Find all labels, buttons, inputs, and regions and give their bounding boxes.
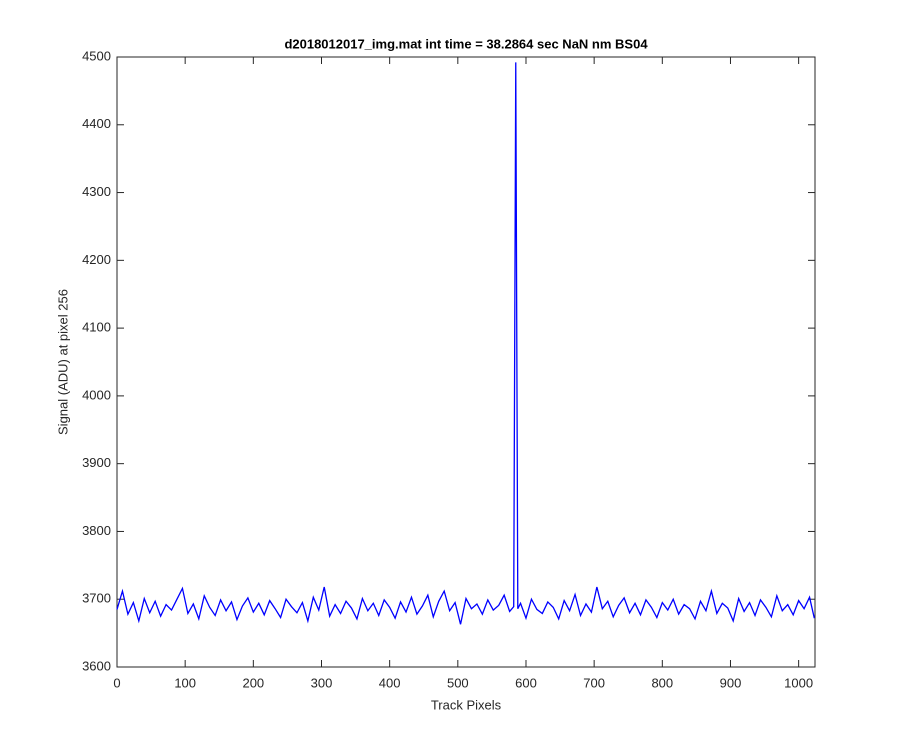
x-tick-label: 500	[447, 675, 469, 690]
y-axis-label: Signal (ADU) at pixel 256	[55, 289, 70, 435]
x-tick-label: 200	[242, 675, 264, 690]
x-tick-label: 400	[379, 675, 401, 690]
x-tick-label: 600	[515, 675, 537, 690]
x-tick-label: 100	[174, 675, 196, 690]
y-tick-label: 4500	[82, 48, 111, 63]
x-tick-label: 700	[583, 675, 605, 690]
y-tick-label: 3700	[82, 591, 111, 606]
x-axis-label: Track Pixels	[431, 697, 502, 712]
y-tick-label: 4300	[82, 184, 111, 199]
chart-title: d2018012017_img.mat int time = 38.2864 s…	[284, 36, 648, 51]
x-tick-label: 300	[311, 675, 333, 690]
plot-area	[116, 56, 816, 668]
y-tick-label: 4200	[82, 252, 111, 267]
y-tick-label: 4100	[82, 320, 111, 335]
y-tick-label: 4400	[82, 116, 111, 131]
x-tick-label: 900	[720, 675, 742, 690]
data-line	[116, 62, 815, 625]
x-tick-label: 800	[651, 675, 673, 690]
x-tick-label: 1000	[784, 675, 813, 690]
y-tick-label: 4000	[82, 387, 111, 402]
x-tick-label: 0	[113, 675, 120, 690]
y-tick-label: 3900	[82, 455, 111, 470]
y-tick-label: 3600	[82, 658, 111, 673]
y-tick-label: 3800	[82, 523, 111, 538]
